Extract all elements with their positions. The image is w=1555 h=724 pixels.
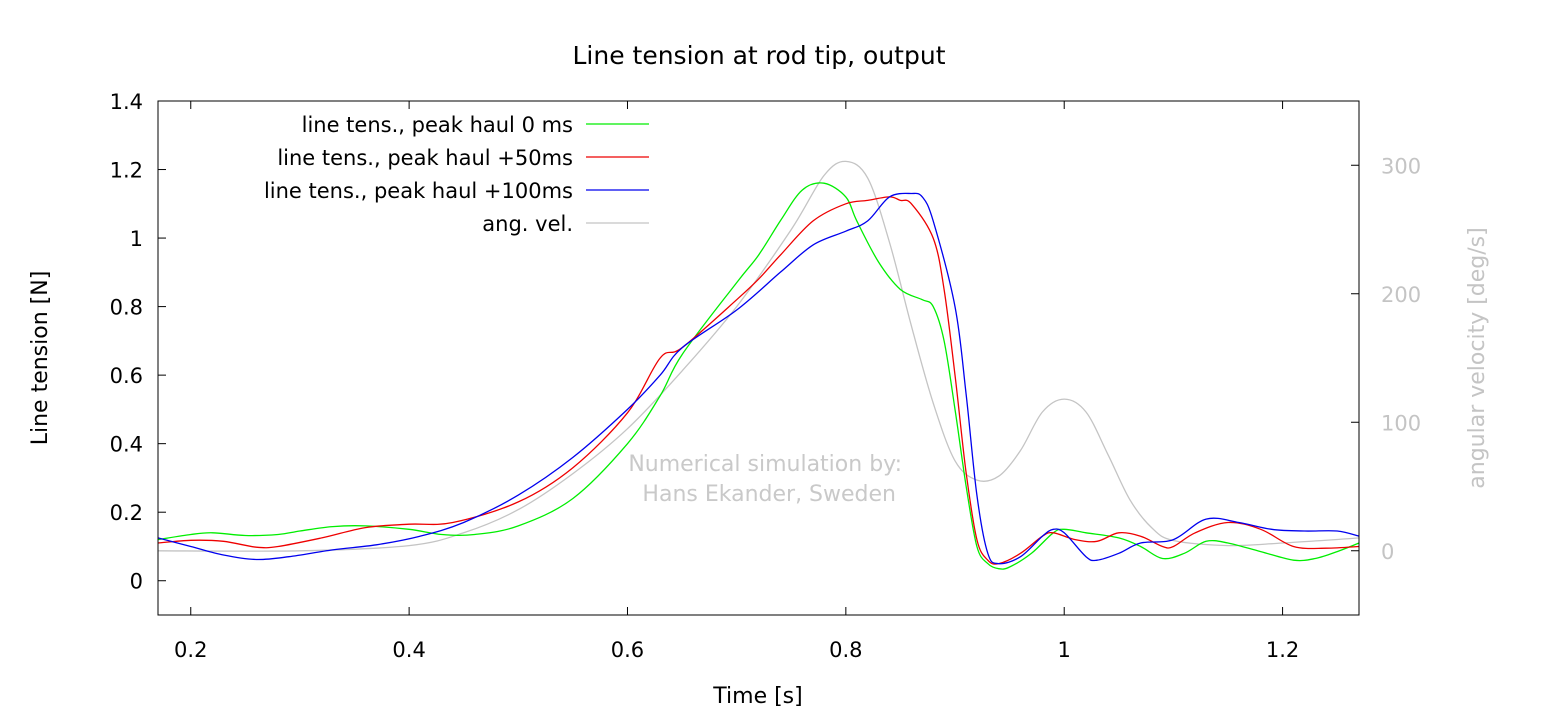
y-axis-right: 0 100 200 300 (1351, 154, 1421, 564)
y-tick-label: 1.4 (110, 90, 143, 114)
series-line-2 (157, 196, 1360, 565)
x-axis-title: Time [s] (712, 684, 802, 709)
x-tick-label: 0.6 (611, 638, 644, 662)
series-layer (157, 160, 1360, 570)
x-tick-label: 0.8 (829, 638, 862, 662)
y2-tick-label: 100 (1381, 411, 1421, 435)
legend-label-1: line tens., peak haul 0 ms (302, 113, 573, 137)
x-tick-label: 1 (1058, 638, 1071, 662)
y-tick-label: 0.2 (110, 501, 143, 525)
legend: line tens., peak haul 0 ms line tens., pe… (264, 113, 649, 236)
plot-frame (157, 100, 1360, 616)
y2-axis-title: angular velocity [deg/s] (1465, 227, 1490, 488)
y-tick-label: 1 (130, 227, 143, 251)
y-tick-label: 0.8 (110, 296, 143, 320)
legend-label-3: line tens., peak haul +100ms (264, 179, 573, 203)
y-tick-label: 0.4 (110, 433, 143, 457)
y2-tick-label: 200 (1381, 283, 1421, 307)
x-tick-label: 0.2 (174, 638, 207, 662)
y-axis-title: Line tension [N] (28, 271, 53, 446)
annotation-line-2: Hans Ekander, Sweden (642, 482, 896, 507)
y2-tick-label: 0 (1381, 540, 1394, 564)
y-axis-left: 0 0.2 0.4 0.6 0.8 1 1.2 1.4 (110, 90, 166, 594)
y-tick-label: 1.2 (110, 159, 143, 183)
y2-tick-label: 300 (1381, 154, 1421, 178)
watermark-annotation: Numerical simulation by: Hans Ekander, S… (628, 452, 902, 507)
legend-label-2: line tens., peak haul +50ms (277, 146, 573, 170)
x-tick-label: 1.2 (1266, 638, 1299, 662)
chart-title: Line tension at rod tip, output (572, 41, 945, 70)
legend-label-4: ang. vel. (482, 212, 573, 236)
series-line-3 (157, 192, 1360, 565)
x-tick-label: 0.4 (392, 638, 425, 662)
x-axis: 0.2 0.4 0.6 0.8 1 1.2 (174, 101, 1299, 662)
y-tick-label: 0 (130, 570, 143, 594)
y-tick-label: 0.6 (110, 364, 143, 388)
series-line-1 (157, 182, 1360, 570)
annotation-line-1: Numerical simulation by: (628, 452, 902, 477)
series-line-4 (157, 160, 1360, 552)
